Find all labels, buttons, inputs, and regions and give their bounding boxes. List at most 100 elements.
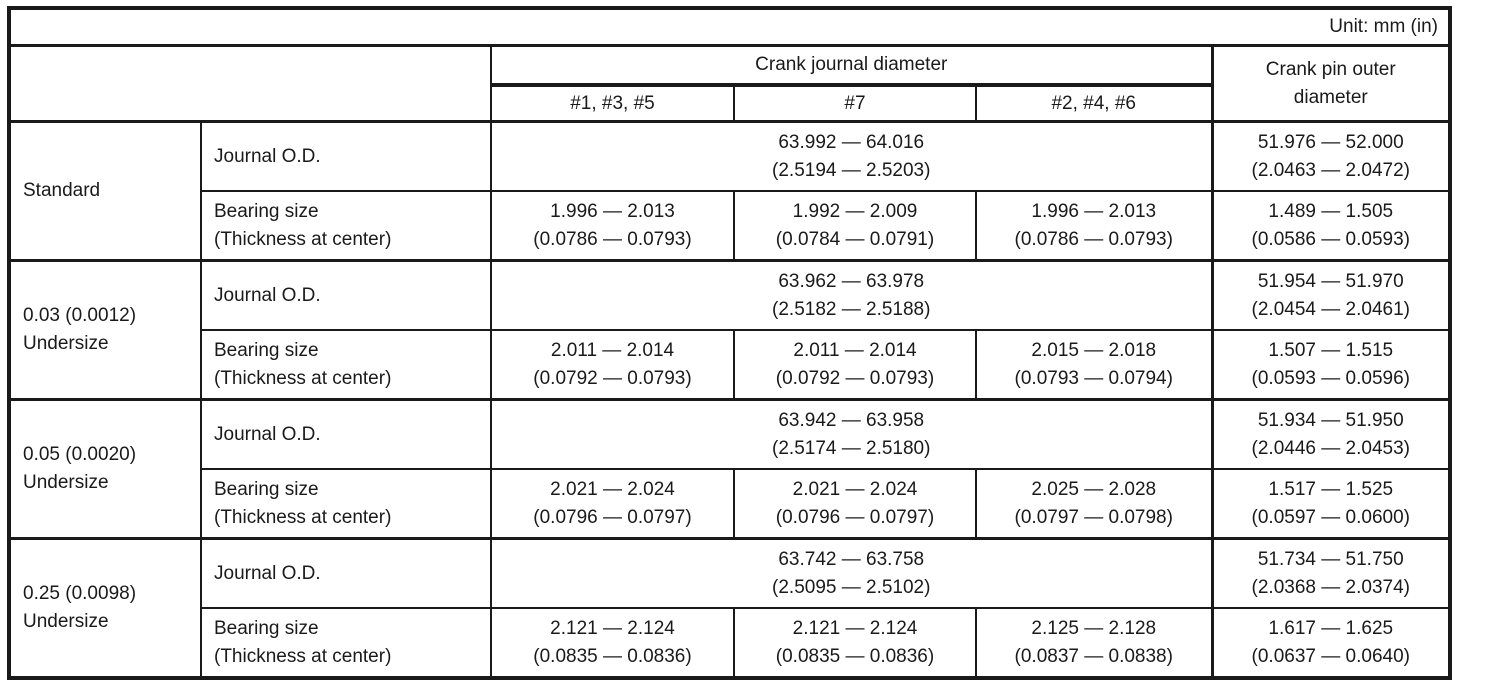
value-mm: 1.996 — 2.013 xyxy=(1031,200,1157,222)
undersize-005-pin-od-value: 51.934 — 51.950 (2.0446 — 2.0453) xyxy=(1210,398,1452,470)
value-in: (2.5095 — 2.5102) xyxy=(772,576,931,598)
value-in: (0.0792 — 0.0793) xyxy=(533,367,692,389)
row-label-journal-od: Journal O.D. xyxy=(200,398,492,470)
undersize-005-bearing-246: 2.025 — 2.028 (0.0797 — 0.0798) xyxy=(975,468,1213,540)
undersize-003-bearing-7: 2.011 — 2.014 (0.0792 — 0.0793) xyxy=(733,329,977,401)
value-mm: 1.996 — 2.013 xyxy=(550,200,675,222)
value-in: (0.0597 — 0.0600) xyxy=(1251,506,1410,528)
undersize-003-bearing-row: Bearing size (Thickness at center) 2.011… xyxy=(9,329,1452,401)
value-in: (0.0835 — 0.0836) xyxy=(533,645,692,667)
undersize-005-journal-row: 0.05 (0.0020) Undersize Journal O.D. 63.… xyxy=(8,398,1452,540)
group-label-undersize-003: 0.03 (0.0012) Undersize xyxy=(8,259,202,401)
row-label-journal-od: Journal O.D. xyxy=(200,120,492,192)
value-in: (0.0637 — 0.0640) xyxy=(1251,645,1410,667)
value-in: (0.0797 — 0.0798) xyxy=(1014,506,1173,528)
value-mm: 2.021 — 2.024 xyxy=(550,478,675,500)
value-mm: 63.742 — 63.758 xyxy=(778,548,925,570)
standard-journal-od-value: 63.992 — 64.016 (2.5194 — 2.5203) xyxy=(490,120,1213,192)
bearing-label-line1: Bearing size xyxy=(214,478,319,500)
value-in: (0.0786 — 0.0793) xyxy=(533,228,692,250)
value-in: (0.0796 — 0.0797) xyxy=(533,506,692,528)
header-crank-pin-line2: diameter xyxy=(1293,86,1368,108)
group-label-undersize-025: 0.25 (0.0098) Undersize xyxy=(8,537,202,679)
header-journal-135: #1, #3, #5 xyxy=(490,84,735,123)
value-in: (2.0454 — 2.0461) xyxy=(1251,298,1410,320)
bearing-label-line1: Bearing size xyxy=(214,339,319,361)
group-label-line2: Undersize xyxy=(23,611,109,632)
undersize-003-pin-bearing: 1.507 — 1.515 (0.0593 — 0.0596) xyxy=(1210,329,1452,401)
value-in: (2.0368 — 2.0374) xyxy=(1251,576,1410,598)
value-mm: 2.021 — 2.024 xyxy=(792,478,918,500)
row-label-bearing-size: Bearing size (Thickness at center) xyxy=(200,468,492,540)
value-mm: 2.011 — 2.014 xyxy=(793,339,917,361)
value-in: (0.0835 — 0.0836) xyxy=(775,645,935,667)
row-label-bearing-size: Bearing size (Thickness at center) xyxy=(200,190,492,262)
value-in: (0.0792 — 0.0793) xyxy=(775,367,935,389)
undersize-003-journal-od-value: 63.962 — 63.978 (2.5182 — 2.5188) xyxy=(490,259,1213,331)
undersize-005-bearing-135: 2.021 — 2.024 (0.0796 — 0.0797) xyxy=(490,468,735,540)
bearing-label-line2: (Thickness at center) xyxy=(214,367,392,389)
bearing-label-line1: Bearing size xyxy=(214,617,319,639)
value-mm: 63.992 — 64.016 xyxy=(778,131,925,153)
crank-specifications-table: Unit: mm (in) Crank journal diameter Cra… xyxy=(7,6,1453,680)
row-label-journal-od: Journal O.D. xyxy=(200,537,492,609)
group-label-line1: Standard xyxy=(23,180,101,202)
value-in: (0.0593 — 0.0596) xyxy=(1251,367,1410,389)
bearing-label-line2: (Thickness at center) xyxy=(214,506,392,528)
undersize-025-bearing-246: 2.125 — 2.128 (0.0837 — 0.0838) xyxy=(975,607,1213,679)
value-in: (2.0463 — 2.0472) xyxy=(1251,159,1410,181)
undersize-025-journal-row: 0.25 (0.0098) Undersize Journal O.D. 63.… xyxy=(8,537,1452,679)
standard-bearing-135: 1.996 — 2.013 (0.0786 — 0.0793) xyxy=(490,190,735,262)
undersize-003-bearing-246: 2.015 — 2.018 (0.0793 — 0.0794) xyxy=(975,329,1213,401)
value-mm: 1.507 — 1.515 xyxy=(1268,339,1394,361)
standard-pin-bearing: 1.489 — 1.505 (0.0586 — 0.0593) xyxy=(1210,190,1452,262)
unit-row: Unit: mm (in) xyxy=(7,7,1452,47)
value-mm: 51.976 — 52.000 xyxy=(1257,131,1404,153)
value-mm: 51.954 — 51.970 xyxy=(1257,270,1404,292)
bearing-label-line2: (Thickness at center) xyxy=(214,228,392,250)
bearing-label-line2: (Thickness at center) xyxy=(214,645,392,667)
undersize-025-bearing-row: Bearing size (Thickness at center) 2.121… xyxy=(9,607,1452,679)
value-in: (0.0784 — 0.0791) xyxy=(775,228,935,250)
undersize-003-pin-od-value: 51.954 — 51.970 (2.0454 — 2.0461) xyxy=(1210,259,1452,331)
standard-bearing-row: Bearing size (Thickness at center) 1.996… xyxy=(9,190,1452,262)
value-in: (2.5182 — 2.5188) xyxy=(772,298,931,320)
undersize-005-journal-od-value: 63.942 — 63.958 (2.5174 — 2.5180) xyxy=(490,398,1213,470)
group-label-line2: Undersize xyxy=(23,472,109,493)
header-row-2: #1, #3, #5 #7 #2, #4, #6 xyxy=(9,84,1450,123)
header-crank-journal-diameter: Crank journal diameter xyxy=(490,44,1213,87)
undersize-025-pin-od-value: 51.734 — 51.750 (2.0368 — 2.0374) xyxy=(1210,537,1452,609)
undersize-003-bearing-135: 2.011 — 2.014 (0.0792 — 0.0793) xyxy=(490,329,735,401)
group-label-line1: 0.05 (0.0020) xyxy=(23,444,137,466)
undersize-025-journal-od-value: 63.742 — 63.758 (2.5095 — 2.5102) xyxy=(490,537,1213,609)
value-mm: 51.734 — 51.750 xyxy=(1257,548,1404,570)
header-crank-pin-line1: Crank pin outer xyxy=(1265,58,1396,80)
header-row-1: Crank journal diameter Crank pin outer d… xyxy=(8,44,1452,123)
value-mm: 63.942 — 63.958 xyxy=(778,409,925,431)
standard-pin-od-value: 51.976 — 52.000 (2.0463 — 2.0472) xyxy=(1210,120,1452,192)
value-mm: 2.121 — 2.124 xyxy=(792,617,918,639)
group-label-standard: Standard xyxy=(8,120,202,262)
value-mm: 63.962 — 63.978 xyxy=(778,270,925,292)
value-in: (0.0837 — 0.0838) xyxy=(1014,645,1173,667)
group-label-undersize-005: 0.05 (0.0020) Undersize xyxy=(8,398,202,540)
undersize-025-pin-bearing: 1.617 — 1.625 (0.0637 — 0.0640) xyxy=(1210,607,1452,679)
header-spacer-cell xyxy=(8,44,492,123)
undersize-003-journal-row: 0.03 (0.0012) Undersize Journal O.D. 63.… xyxy=(8,259,1452,401)
value-mm: 1.617 — 1.625 xyxy=(1268,617,1394,639)
header-journal-7: #7 xyxy=(733,84,977,123)
group-label-line2: Undersize xyxy=(23,333,109,354)
value-mm: 1.992 — 2.009 xyxy=(792,200,918,222)
value-in: (2.5194 — 2.5203) xyxy=(772,159,931,181)
value-in: (0.0786 — 0.0793) xyxy=(1014,228,1173,250)
header-journal-246: #2, #4, #6 xyxy=(975,84,1213,123)
undersize-025-bearing-7: 2.121 — 2.124 (0.0835 — 0.0836) xyxy=(733,607,977,679)
standard-bearing-7: 1.992 — 2.009 (0.0784 — 0.0791) xyxy=(733,190,977,262)
header-crank-pin-outer-diameter: Crank pin outer diameter xyxy=(1210,44,1452,123)
undersize-005-bearing-7: 2.021 — 2.024 (0.0796 — 0.0797) xyxy=(733,468,977,540)
unit-label: Unit: mm (in) xyxy=(7,7,1452,47)
group-label-line1: 0.25 (0.0098) xyxy=(23,583,137,605)
value-mm: 1.489 — 1.505 xyxy=(1268,200,1394,222)
group-label-line1: 0.03 (0.0012) xyxy=(23,305,137,327)
undersize-005-bearing-row: Bearing size (Thickness at center) 2.021… xyxy=(9,468,1452,540)
